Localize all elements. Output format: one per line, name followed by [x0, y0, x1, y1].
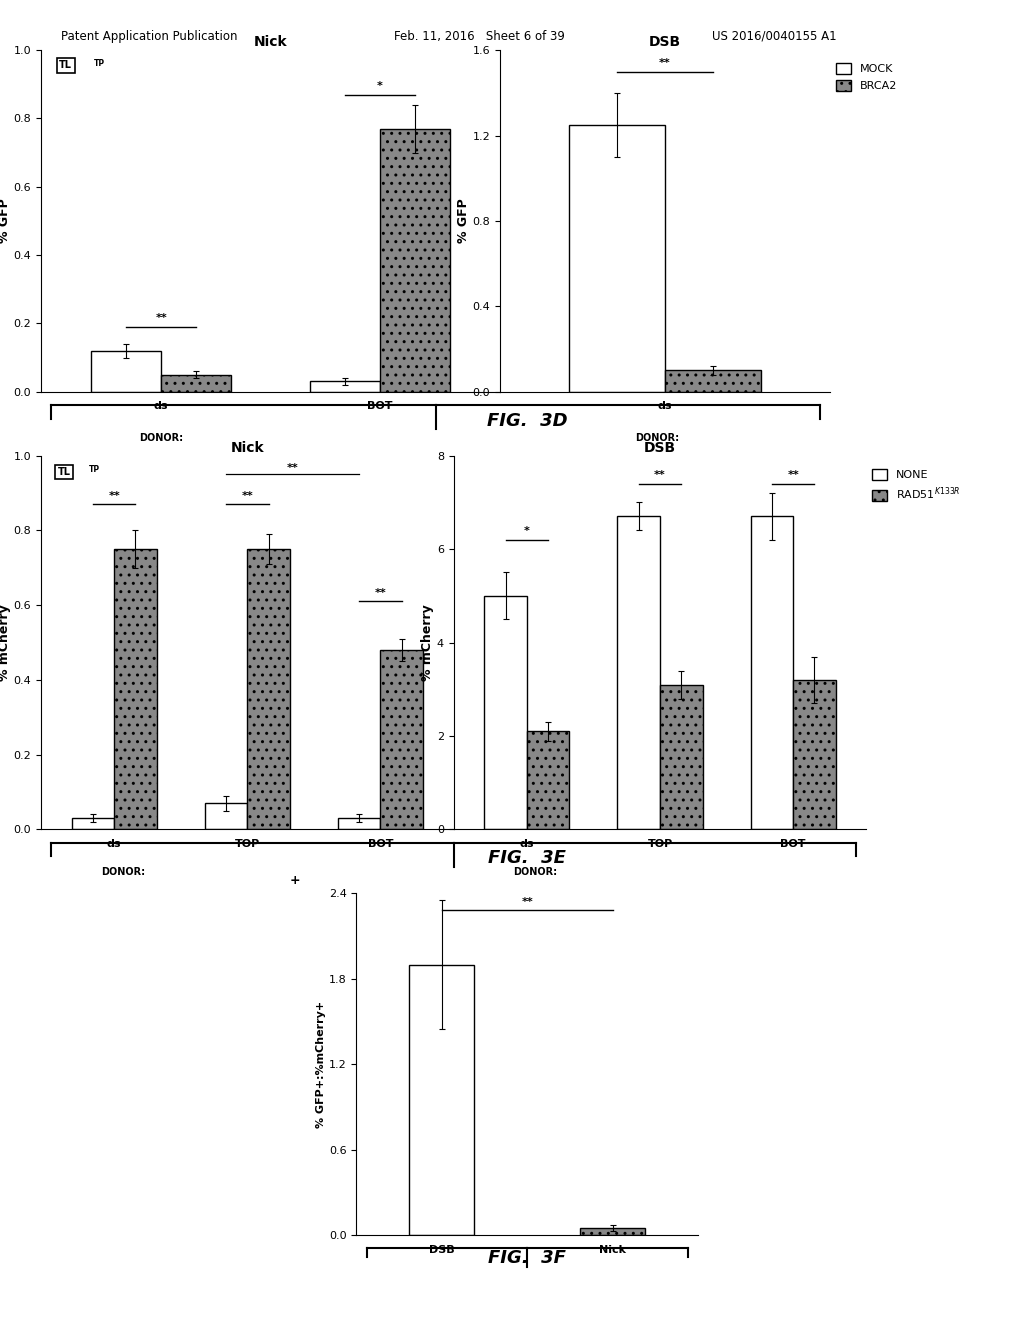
- Title: Nick: Nick: [230, 441, 264, 454]
- Text: TL: TL: [57, 467, 71, 477]
- Y-axis label: % mCherry: % mCherry: [0, 605, 10, 681]
- Bar: [72, 818, 115, 829]
- Bar: [527, 731, 569, 829]
- Bar: [381, 649, 423, 829]
- Bar: [205, 803, 248, 829]
- Bar: [617, 516, 660, 829]
- Title: DSB: DSB: [649, 36, 681, 49]
- Text: **: **: [521, 898, 534, 907]
- Text: Feb. 11, 2016   Sheet 6 of 39: Feb. 11, 2016 Sheet 6 of 39: [394, 29, 565, 42]
- Text: FIG.  3E: FIG. 3E: [488, 849, 566, 867]
- Bar: [410, 965, 474, 1236]
- Text: DONOR:: DONOR:: [635, 433, 679, 442]
- Text: FIG.  3F: FIG. 3F: [488, 1249, 566, 1267]
- Bar: [338, 818, 381, 829]
- Text: *: *: [377, 81, 383, 91]
- Text: US 2016/0040155 A1: US 2016/0040155 A1: [712, 29, 837, 42]
- Y-axis label: % GFP: % GFP: [457, 198, 470, 243]
- Text: DONOR:: DONOR:: [101, 867, 145, 876]
- Text: +: +: [290, 874, 300, 887]
- Bar: [309, 381, 380, 392]
- Legend: NONE, RAD51$^{K133R}$: NONE, RAD51$^{K133R}$: [871, 469, 961, 503]
- Bar: [751, 516, 794, 829]
- Y-axis label: % GFP: % GFP: [0, 198, 10, 243]
- Bar: [665, 371, 761, 392]
- Legend: MOCK, BRCA2: MOCK, BRCA2: [836, 62, 898, 91]
- Bar: [248, 549, 290, 829]
- Text: **: **: [659, 58, 671, 69]
- Text: *: *: [524, 527, 529, 536]
- Text: **: **: [654, 470, 666, 480]
- Bar: [484, 595, 527, 829]
- Y-axis label: % GFP+:%mCherry+: % GFP+:%mCherry+: [316, 1001, 326, 1127]
- Text: DONOR:: DONOR:: [514, 867, 558, 876]
- Bar: [794, 680, 836, 829]
- Text: DONOR:: DONOR:: [139, 433, 183, 442]
- Text: **: **: [375, 587, 386, 598]
- Bar: [115, 549, 157, 829]
- Bar: [91, 351, 161, 392]
- Bar: [380, 129, 450, 392]
- Y-axis label: % mCherry: % mCherry: [421, 605, 434, 681]
- Title: DSB: DSB: [644, 441, 676, 454]
- Bar: [660, 685, 702, 829]
- Title: Nick: Nick: [254, 36, 287, 49]
- Bar: [581, 1228, 645, 1236]
- Text: **: **: [109, 491, 120, 500]
- Text: Patent Application Publication: Patent Application Publication: [61, 29, 238, 42]
- Text: TL: TL: [59, 61, 73, 70]
- Bar: [569, 125, 665, 392]
- Text: FIG.  3D: FIG. 3D: [487, 412, 567, 429]
- Text: **: **: [287, 462, 298, 473]
- Bar: [161, 375, 231, 392]
- Text: TP: TP: [94, 58, 104, 67]
- Text: **: **: [787, 470, 799, 480]
- Text: **: **: [156, 313, 167, 323]
- Text: TP: TP: [88, 465, 99, 474]
- Text: **: **: [242, 491, 253, 500]
